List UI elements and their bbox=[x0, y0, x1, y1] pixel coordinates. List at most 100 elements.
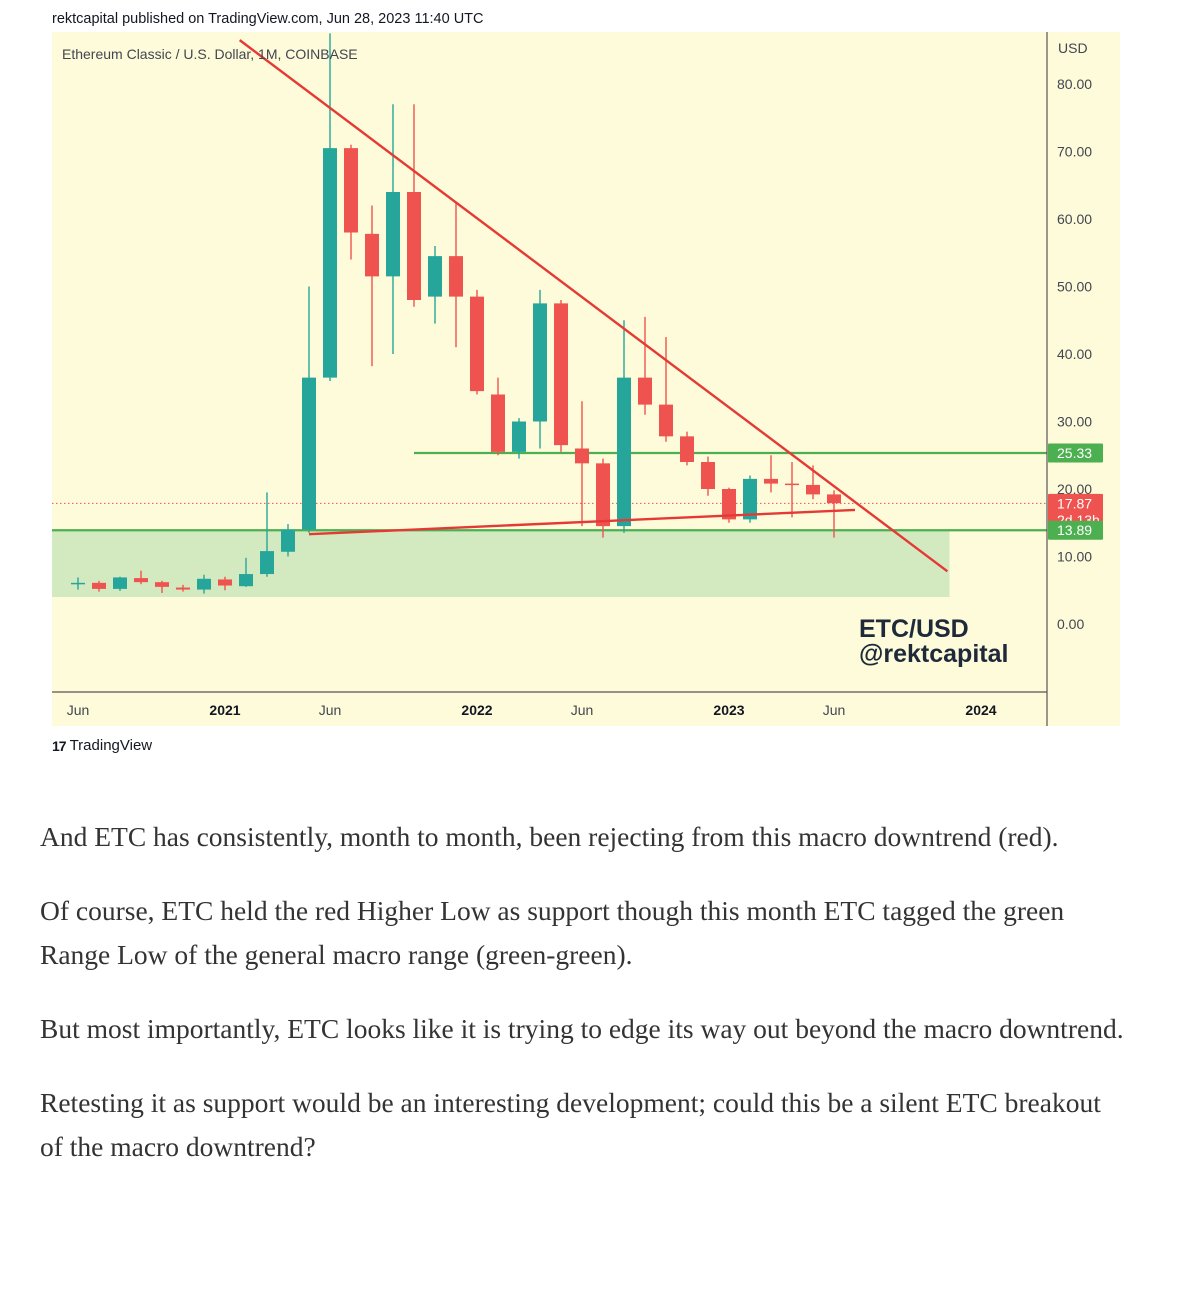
candle-body bbox=[71, 582, 85, 585]
price-axis-background bbox=[1047, 32, 1120, 692]
candle-body bbox=[785, 483, 799, 486]
candle bbox=[701, 456, 715, 496]
x-tick-label: 2022 bbox=[461, 702, 492, 718]
y-tick-label: 60.00 bbox=[1057, 211, 1092, 227]
candle-body bbox=[386, 192, 400, 277]
y-tick-label: 0.00 bbox=[1057, 616, 1084, 632]
y-tick-label: 20.00 bbox=[1057, 481, 1092, 497]
candle bbox=[176, 584, 190, 592]
article-paragraph: And ETC has consistently, month to month… bbox=[40, 821, 1059, 852]
tradingview-brand: TradingView bbox=[69, 737, 153, 754]
candle-body bbox=[155, 582, 169, 587]
x-tick-label: Jun bbox=[319, 702, 342, 718]
macro-downtrend-line bbox=[238, 39, 949, 573]
candle bbox=[386, 104, 400, 354]
candle-body bbox=[680, 436, 694, 462]
x-tick-label: 2024 bbox=[965, 702, 996, 718]
candle-body bbox=[659, 404, 673, 437]
candle-body bbox=[428, 256, 442, 297]
candle bbox=[428, 246, 442, 324]
candle-body bbox=[197, 578, 211, 590]
candle bbox=[407, 104, 421, 307]
y-tick-label: 40.00 bbox=[1057, 346, 1092, 362]
candle-body bbox=[176, 587, 190, 590]
candle bbox=[92, 580, 106, 592]
candle-body bbox=[617, 377, 631, 527]
candle-body bbox=[764, 478, 778, 484]
candle-body bbox=[365, 233, 379, 277]
y-tick-label: 30.00 bbox=[1057, 414, 1092, 430]
candle-body bbox=[344, 148, 358, 233]
candle bbox=[533, 289, 547, 449]
y-tick-label: 80.00 bbox=[1057, 76, 1092, 92]
article-body: And ETC has consistently, month to month… bbox=[40, 815, 1130, 1199]
candle-body bbox=[806, 484, 820, 495]
candle bbox=[260, 492, 274, 577]
candle-body bbox=[218, 579, 232, 586]
candle bbox=[491, 377, 505, 456]
candle-body bbox=[281, 529, 295, 552]
candle bbox=[155, 580, 169, 593]
time-axis-background bbox=[52, 692, 1120, 726]
price-label: 13.89 bbox=[1048, 520, 1103, 540]
publish-info: rektcapital published on TradingView.com… bbox=[52, 11, 484, 27]
price-label-badge bbox=[1048, 443, 1103, 463]
candle bbox=[827, 490, 841, 538]
y-tick-label: 10.00 bbox=[1057, 549, 1092, 565]
candle bbox=[785, 462, 799, 518]
candle-body bbox=[239, 574, 253, 587]
price-label-badge bbox=[1048, 520, 1103, 540]
x-tick-label: 2023 bbox=[713, 702, 744, 718]
candle bbox=[344, 144, 358, 260]
watermark-symbol: ETC/USD bbox=[859, 615, 969, 643]
x-tick-label: Jun bbox=[571, 702, 594, 718]
candle bbox=[239, 557, 253, 587]
x-tick-label: Jun bbox=[823, 702, 846, 718]
candle bbox=[323, 33, 337, 381]
candle-body bbox=[92, 582, 106, 589]
candle-body bbox=[134, 578, 148, 583]
article-paragraph: But most importantly, ETC looks like it … bbox=[40, 1013, 1124, 1044]
x-tick-label: Jun bbox=[67, 702, 90, 718]
candle-body bbox=[722, 489, 736, 520]
candle bbox=[554, 300, 568, 452]
candle-body bbox=[575, 448, 589, 464]
candle-body bbox=[491, 394, 505, 452]
candle bbox=[512, 418, 526, 459]
candle bbox=[659, 337, 673, 442]
candle-body bbox=[533, 303, 547, 422]
candle-body bbox=[470, 296, 484, 392]
candle bbox=[680, 431, 694, 466]
candle bbox=[218, 576, 232, 591]
candle bbox=[764, 455, 778, 493]
candle-body bbox=[407, 192, 421, 300]
candle bbox=[449, 202, 463, 348]
chart-title: Ethereum Classic / U.S. Dollar, 1M, COIN… bbox=[62, 46, 358, 62]
price-label: 25.33 bbox=[1048, 443, 1103, 463]
candle-body bbox=[554, 303, 568, 446]
candle bbox=[575, 401, 589, 527]
tradingview-logo-icon: 17 bbox=[52, 737, 67, 754]
candle bbox=[596, 458, 610, 538]
price-label-value: 25.33 bbox=[1057, 445, 1092, 461]
candle-body bbox=[638, 377, 652, 405]
price-label-value: 13.89 bbox=[1057, 522, 1092, 538]
candle-body bbox=[449, 256, 463, 297]
chart-canvas[interactable]: Ethereum Classic / U.S. Dollar, 1M, COIN… bbox=[52, 32, 1120, 726]
candle-body bbox=[512, 421, 526, 452]
candle bbox=[302, 286, 316, 533]
article-paragraph: Of course, ETC held the red Higher Low a… bbox=[40, 895, 1065, 970]
y-tick-label: 50.00 bbox=[1057, 279, 1092, 295]
candle-body bbox=[260, 551, 274, 575]
candle-body bbox=[323, 148, 337, 378]
higher-low-line bbox=[308, 508, 856, 536]
candle-body bbox=[302, 377, 316, 530]
tradingview-logo[interactable]: 17 TradingView bbox=[52, 737, 152, 754]
candle bbox=[71, 577, 85, 590]
price-chart[interactable]: Ethereum Classic / U.S. Dollar, 1M, COIN… bbox=[52, 32, 1120, 726]
x-tick-label: 2021 bbox=[209, 702, 240, 718]
price-label-value: 17.87 bbox=[1057, 495, 1092, 511]
candle bbox=[470, 289, 484, 395]
range-zone bbox=[52, 530, 950, 597]
candle-body bbox=[743, 478, 757, 520]
